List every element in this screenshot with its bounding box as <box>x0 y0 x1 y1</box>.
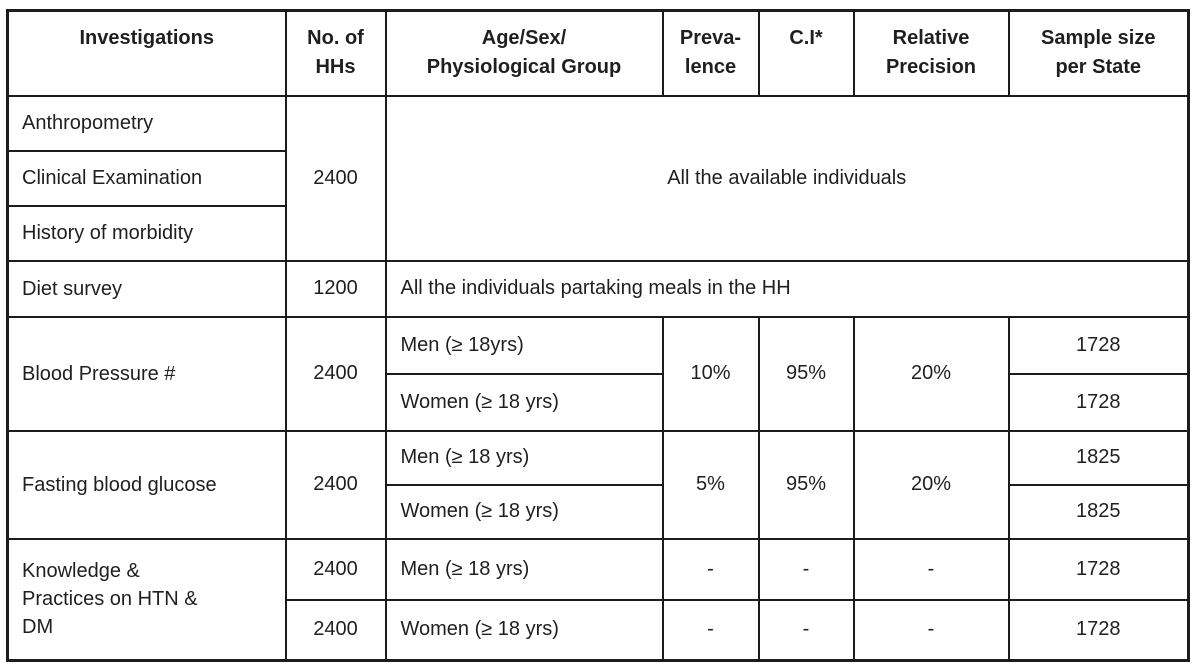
cell-investigation-anthropometry: Anthropometry <box>6 94 287 152</box>
cell-hhs-knowledge-practices-men: 2400 <box>284 537 387 601</box>
cell-group-available-block: All the available individuals <box>384 94 1190 262</box>
cell-relative-precision-blood-pressure: 20% <box>852 315 1010 432</box>
cell-sample-size-blood-pressure-women: 1728 <box>1007 372 1190 432</box>
cell-group-knowledge-practices-men: Men (≥ 18 yrs) <box>384 537 664 601</box>
cell-ci-fasting-blood-glucose: 95% <box>757 429 855 540</box>
cell-sample-size-blood-pressure-men: 1728 <box>1007 315 1190 375</box>
cell-group-knowledge-practices-women: Women (≥ 18 yrs) <box>384 598 664 662</box>
cell-prevalence-knowledge-practices-women: - <box>661 598 760 662</box>
cell-sample-size-knowledge-practices-women: 1728 <box>1007 598 1190 662</box>
header-sample-size-per-state: Sample size per State <box>1007 9 1190 97</box>
cell-sample-size-knowledge-practices-men: 1728 <box>1007 537 1190 601</box>
cell-ci-blood-pressure: 95% <box>757 315 855 432</box>
table-row-diet-survey: Diet survey 1200 All the individuals par… <box>6 259 1190 318</box>
sampling-design-table: Investigations No. of HHs Age/Sex/ Physi… <box>6 9 1190 662</box>
header-no-of-hhs: No. of HHs <box>284 9 387 97</box>
cell-relative-precision-knowledge-practices-men: - <box>852 537 1010 601</box>
cell-investigation-blood-pressure: Blood Pressure # <box>6 315 287 432</box>
cell-relative-precision-knowledge-practices-women: - <box>852 598 1010 662</box>
cell-prevalence-fasting-blood-glucose: 5% <box>661 429 760 540</box>
table-row-anthropometry: Anthropometry 2400 All the available ind… <box>6 94 1190 262</box>
table-row-clinical-examination: Clinical Examination <box>6 149 1189 207</box>
cell-investigation-history-of-morbidity: History of morbidity <box>6 204 287 262</box>
cell-investigation-fasting-blood-glucose: Fasting blood glucose <box>6 429 287 540</box>
table-row-history-of-morbidity: History of morbidity <box>6 204 1189 262</box>
cell-prevalence-knowledge-practices-men: - <box>661 537 760 601</box>
cell-investigation-knowledge-practices: Knowledge & Practices on HTN & DM <box>6 537 287 662</box>
table-row-fasting-blood-glucose-men: Fasting blood glucose 2400 Men (≥ 18 yrs… <box>6 429 1190 540</box>
cell-group-blood-pressure-men: Men (≥ 18yrs) <box>384 315 664 375</box>
table-row-fasting-blood-glucose-women: Women (≥ 18 yrs) 1825 <box>8 483 1190 540</box>
cell-hhs-diet-survey: 1200 <box>284 259 387 318</box>
cell-group-diet-survey: All the individuals partaking meals in t… <box>384 259 1190 318</box>
table-header-row: Investigations No. of HHs Age/Sex/ Physi… <box>6 9 1190 97</box>
cell-prevalence-blood-pressure: 10% <box>661 315 760 432</box>
cell-group-fasting-blood-glucose-women: Women (≥ 18 yrs) <box>384 483 664 540</box>
header-confidence-interval: C.I* <box>757 9 855 97</box>
cell-hhs-available-block: 2400 <box>284 94 387 262</box>
cell-ci-knowledge-practices-women: - <box>757 598 855 662</box>
cell-investigation-clinical-examination: Clinical Examination <box>6 149 287 207</box>
cell-hhs-blood-pressure: 2400 <box>284 315 387 432</box>
cell-investigation-diet-survey: Diet survey <box>6 259 287 318</box>
table-row-blood-pressure-women: Women (≥ 18 yrs) 1728 <box>8 372 1190 432</box>
cell-group-fasting-blood-glucose-men: Men (≥ 18 yrs) <box>384 429 664 486</box>
table-row-knowledge-practices-women: 2400 Women (≥ 18 yrs) - - - 1728 <box>8 598 1190 662</box>
table-row-knowledge-practices-men: Knowledge & Practices on HTN & DM 2400 M… <box>6 537 1190 662</box>
cell-group-blood-pressure-women: Women (≥ 18 yrs) <box>384 372 664 432</box>
cell-sample-size-fasting-blood-glucose-men: 1825 <box>1007 429 1190 486</box>
header-prevalence: Preva- lence <box>661 9 760 97</box>
header-age-sex-physiological-group: Age/Sex/ Physiological Group <box>384 9 664 97</box>
cell-hhs-fasting-blood-glucose: 2400 <box>284 429 387 540</box>
cell-ci-knowledge-practices-men: - <box>757 537 855 601</box>
header-investigations: Investigations <box>6 9 287 97</box>
cell-relative-precision-fasting-blood-glucose: 20% <box>852 429 1010 540</box>
cell-sample-size-fasting-blood-glucose-women: 1825 <box>1007 483 1190 540</box>
table-row-blood-pressure-men: Blood Pressure # 2400 Men (≥ 18yrs) 10% … <box>6 315 1190 432</box>
cell-hhs-knowledge-practices-women: 2400 <box>284 598 387 662</box>
header-relative-precision: Relative Precision <box>852 9 1010 97</box>
